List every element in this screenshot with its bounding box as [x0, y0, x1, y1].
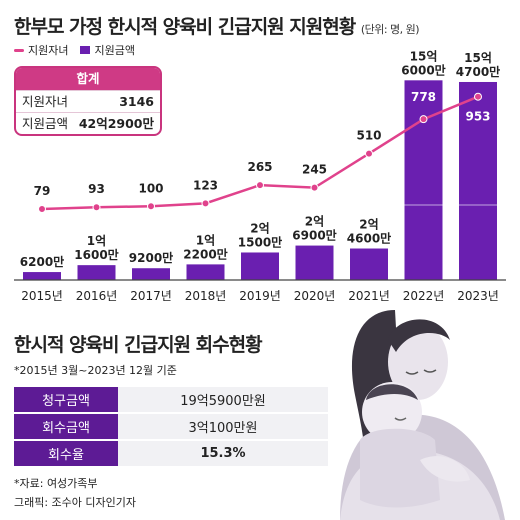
line-value-label: 123: [193, 178, 218, 192]
legend: 지원자녀 지원금액: [14, 42, 135, 58]
recovery-title: 한시적 양육비 긴급지원 회수현황: [14, 334, 263, 356]
line-point: [256, 181, 264, 190]
bar-value-label: 15억: [410, 49, 438, 63]
line-value-label: 510: [356, 129, 381, 143]
bar-value-label: 6000만: [401, 62, 445, 77]
x-tick-label: 2020년: [294, 289, 336, 303]
line-value-label: 79: [34, 184, 51, 198]
row-value: 15.3%: [118, 439, 328, 466]
bar: [404, 80, 443, 280]
line-value-label: 100: [138, 181, 163, 195]
x-tick-label: 2016년: [76, 289, 118, 303]
summary-row-count: 지원자녀 3146: [16, 90, 160, 112]
bar-value-label: 2억: [250, 221, 269, 235]
line-point: [365, 149, 373, 158]
bar-value-label: 2억: [305, 215, 324, 229]
title-text: 한부모 가정 한시적 양육비 긴급지원 지원현황: [14, 16, 356, 38]
legend-item-amount: 지원금액: [80, 42, 135, 58]
row-value: 3억100만원: [118, 412, 328, 440]
unit-note: (단위: 명, 원): [360, 23, 420, 36]
summary-label: 지원금액: [22, 116, 69, 131]
bar-value-label: 2억: [359, 218, 378, 232]
credit-line: 그래픽: 조수아 디자인기자: [14, 496, 137, 509]
x-tick-label: 2017년: [130, 289, 172, 303]
line-point: [38, 205, 46, 213]
summary-value: 42억2900만: [78, 116, 154, 131]
line-point: [474, 92, 482, 101]
x-tick-label: 2015년: [21, 289, 63, 303]
chart-title: 한부모 가정 한시적 양육비 긴급지원 지원현황 (단위: 명, 원): [14, 12, 420, 39]
line-swatch-icon: [14, 48, 24, 52]
bar-value-label: 4700만: [456, 64, 500, 79]
row-value: 19억5900만원: [118, 385, 328, 413]
bar-swatch-icon: [80, 46, 91, 54]
x-tick-label: 2022년: [403, 289, 445, 303]
x-tick-label: 2019년: [239, 289, 281, 303]
summary-box: 합계 지원자녀 3146 지원금액 42억2900만: [14, 66, 162, 136]
mother-child-illustration: [340, 310, 505, 520]
bar-value-label: 6200만: [20, 254, 64, 269]
line-point: [147, 202, 155, 211]
row-label: 회수율: [14, 439, 118, 466]
recovery-table: 청구금액 19억5900만원 회수금액 3억100만원 회수율 15.3%: [14, 385, 328, 466]
x-tick-label: 2018년: [185, 289, 227, 303]
bar-value-label: 9200만: [129, 250, 173, 265]
line-value-label: 93: [88, 182, 105, 196]
bar: [132, 268, 170, 280]
bar-value-label: 2200만: [183, 246, 227, 261]
summary-label: 지원자녀: [22, 94, 69, 109]
bar: [77, 265, 116, 280]
table-row: 회수금액 3억100만원: [14, 412, 328, 440]
bar-value-label: 1억: [196, 233, 215, 247]
line-value-label: 245: [302, 163, 327, 177]
bar-value-label: 1500만: [238, 234, 282, 249]
line-point: [201, 199, 210, 208]
summary-header: 합계: [16, 68, 160, 90]
bar: [459, 81, 497, 280]
table-row: 청구금액 19억5900만원: [14, 385, 328, 413]
source-note: *자료: 여성가족부 그래픽: 조수아 디자인기자: [14, 474, 136, 512]
line-point: [310, 183, 319, 192]
summary-row-amount: 지원금액 42억2900만: [16, 112, 160, 134]
bar: [23, 272, 61, 280]
bar: [241, 252, 279, 280]
x-tick-label: 2023년: [457, 289, 499, 303]
table-row: 회수율 15.3%: [14, 439, 328, 466]
source-line: *자료: 여성가족부: [14, 477, 98, 490]
line-point: [92, 203, 101, 212]
bar-value-label: 4600만: [347, 231, 391, 246]
x-tick-label: 2021년: [348, 289, 390, 303]
line-value-label: 778: [411, 90, 436, 104]
summary-value: 3146: [119, 94, 154, 109]
bar-value-label: 1600만: [74, 247, 118, 262]
legend-count-label: 지원자녀: [28, 44, 69, 57]
bar-value-label: 6900만: [292, 228, 336, 243]
recovery-period: *2015년 3월~2023년 12월 기준: [14, 364, 177, 377]
legend-item-count: 지원자녀: [14, 42, 68, 58]
bar-value-label: 1억: [87, 234, 106, 248]
bar: [186, 264, 225, 280]
row-label: 회수금액: [14, 412, 118, 440]
bar-value-label: 15억: [464, 51, 492, 65]
line-value-label: 265: [247, 160, 272, 174]
bar: [350, 248, 388, 280]
row-label: 청구금액: [14, 385, 118, 413]
bar: [295, 245, 334, 280]
line-point: [419, 115, 428, 124]
line-value-label: 953: [465, 110, 490, 124]
legend-amount-label: 지원금액: [94, 44, 135, 57]
